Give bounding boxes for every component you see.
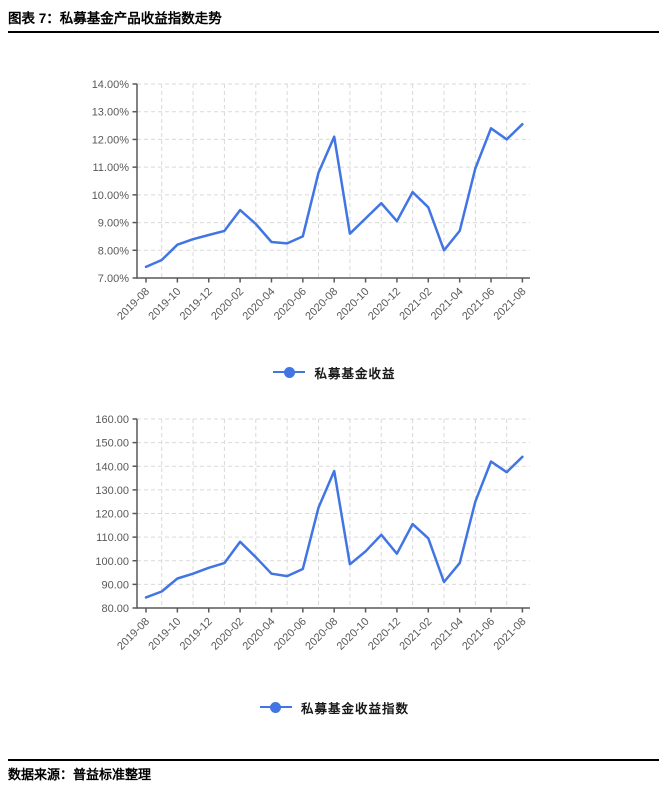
svg-text:150.00: 150.00 bbox=[95, 438, 129, 450]
svg-text:120.00: 120.00 bbox=[95, 509, 129, 521]
svg-text:10.00%: 10.00% bbox=[92, 190, 130, 202]
svg-text:2020-10: 2020-10 bbox=[335, 286, 372, 323]
returns-line-chart: 7.00% 8.00% 9.00% 10.00% 11.00% 12.00% 13.00% 1… bbox=[0, 60, 669, 360]
footer-divider bbox=[8, 759, 659, 761]
index-line-chart: 80.00 90.00 100.00 110.00 120.00 130.00 140.00… bbox=[0, 395, 669, 695]
horizontal-gridlines bbox=[137, 418, 530, 585]
x-axis-labels: 2019-082019-102019-122020-022020-042020-… bbox=[115, 286, 528, 323]
legend-returns-label: 私募基金收益 bbox=[314, 366, 396, 381]
line-chart-svg: 7.00% 8.00% 9.00% 10.00% 11.00% 12.00% 13.00% 1… bbox=[92, 79, 530, 323]
svg-text:2020-02: 2020-02 bbox=[209, 616, 246, 653]
svg-text:2019-12: 2019-12 bbox=[178, 286, 215, 323]
svg-text:2019-12: 2019-12 bbox=[178, 616, 215, 653]
svg-text:2020-02: 2020-02 bbox=[209, 286, 246, 323]
svg-text:2020-04: 2020-04 bbox=[241, 286, 278, 323]
svg-text:2019-10: 2019-10 bbox=[146, 286, 183, 323]
svg-text:2021-06: 2021-06 bbox=[460, 286, 497, 323]
svg-text:2020-04: 2020-04 bbox=[241, 616, 278, 653]
horizontal-gridlines bbox=[137, 83, 530, 251]
svg-text:2020-06: 2020-06 bbox=[272, 616, 309, 653]
legend-line-dot-icon bbox=[259, 701, 292, 714]
svg-text:130.00: 130.00 bbox=[95, 485, 129, 497]
svg-text:100.00: 100.00 bbox=[95, 556, 129, 568]
svg-text:7.00%: 7.00% bbox=[98, 273, 129, 285]
svg-text:2020-08: 2020-08 bbox=[303, 616, 340, 653]
series-line bbox=[144, 455, 524, 599]
svg-text:140.00: 140.00 bbox=[95, 461, 129, 473]
figure-title: 图表 7：私募基金产品收益指数走势 bbox=[8, 11, 222, 26]
svg-text:13.00%: 13.00% bbox=[92, 107, 130, 119]
svg-text:8.00%: 8.00% bbox=[98, 245, 129, 257]
y-axis-labels: 7.00% 8.00% 9.00% 10.00% 11.00% 12.00% 13.00% 1… bbox=[92, 79, 130, 285]
svg-text:2021-06: 2021-06 bbox=[460, 616, 497, 653]
svg-text:110.00: 110.00 bbox=[96, 532, 129, 544]
axes bbox=[132, 418, 530, 613]
svg-text:2020-12: 2020-12 bbox=[366, 286, 403, 323]
series-line bbox=[144, 122, 524, 269]
svg-text:2019-08: 2019-08 bbox=[115, 616, 152, 653]
line-chart-svg: 80.00 90.00 100.00 110.00 120.00 130.00 140.00… bbox=[95, 414, 530, 653]
svg-text:2020-06: 2020-06 bbox=[272, 286, 309, 323]
vertical-gridlines bbox=[161, 84, 508, 278]
svg-text:12.00%: 12.00% bbox=[92, 134, 130, 146]
svg-text:2020-08: 2020-08 bbox=[303, 286, 340, 323]
axes bbox=[132, 83, 530, 283]
svg-text:2019-10: 2019-10 bbox=[146, 616, 183, 653]
x-axis-labels: 2019-082019-102019-122020-022020-042020-… bbox=[115, 616, 528, 653]
svg-text:2021-08: 2021-08 bbox=[491, 616, 528, 653]
svg-text:2019-08: 2019-08 bbox=[115, 286, 152, 323]
svg-text:2021-04: 2021-04 bbox=[429, 616, 466, 653]
svg-text:90.00: 90.00 bbox=[101, 579, 129, 591]
legend-index-label: 私募基金收益指数 bbox=[300, 701, 409, 716]
y-axis-labels: 80.00 90.00 100.00 110.00 120.00 130.00 140.00… bbox=[95, 414, 129, 615]
legend-index: 私募基金收益指数 bbox=[0, 697, 669, 717]
svg-text:2021-02: 2021-02 bbox=[397, 286, 434, 323]
header-divider bbox=[8, 31, 659, 33]
data-source: 数据来源：普益标准整理 bbox=[8, 767, 152, 782]
svg-text:160.00: 160.00 bbox=[95, 414, 129, 426]
legend-returns: 私募基金收益 bbox=[0, 362, 669, 382]
svg-text:2021-08: 2021-08 bbox=[491, 286, 528, 323]
svg-text:2020-10: 2020-10 bbox=[335, 616, 372, 653]
svg-text:2020-12: 2020-12 bbox=[366, 616, 403, 653]
svg-text:11.00%: 11.00% bbox=[93, 162, 130, 174]
svg-text:2021-02: 2021-02 bbox=[397, 616, 434, 653]
svg-text:9.00%: 9.00% bbox=[98, 218, 129, 230]
svg-text:80.00: 80.00 bbox=[101, 603, 129, 615]
svg-text:14.00%: 14.00% bbox=[92, 79, 130, 91]
legend-line-dot-icon bbox=[273, 366, 306, 379]
svg-text:2021-04: 2021-04 bbox=[429, 286, 466, 323]
